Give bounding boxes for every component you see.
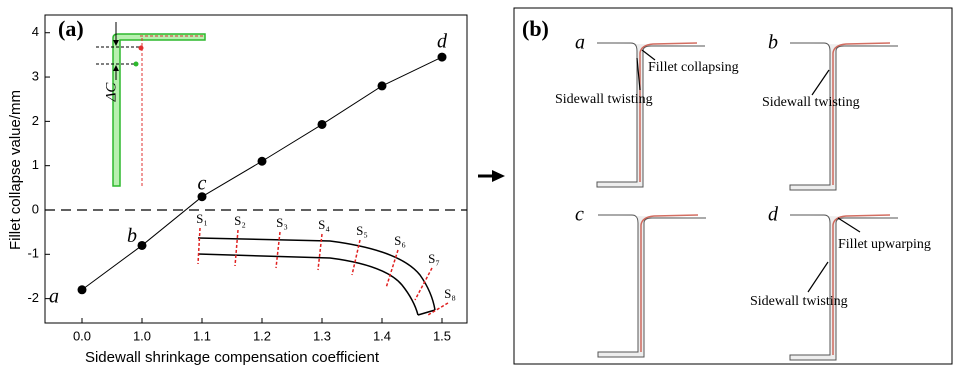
section-label: S₇	[428, 251, 440, 266]
page: (a) Sidewall shrinkage compensation coef…	[0, 0, 953, 365]
case-label: a	[575, 32, 585, 54]
x-tick-label: 1.4	[373, 328, 391, 343]
section-cut	[428, 303, 448, 315]
panel-b-shapes	[597, 43, 898, 360]
data-point	[78, 285, 87, 294]
point-label: b	[127, 225, 137, 247]
y-tick-label: 3	[32, 68, 39, 83]
x-tick-label: 1.0	[133, 328, 151, 343]
section-label: S₄	[318, 217, 330, 232]
inset-delta-label: ΔC	[103, 82, 119, 103]
x-tick-label: 1.1	[193, 328, 211, 343]
y-axis-title: Fillet collapse value/mm	[7, 90, 24, 250]
data-point	[138, 241, 147, 250]
annotation: Sidewall twisting	[555, 92, 653, 107]
section-label: S₈	[444, 286, 456, 301]
annotation: Fillet upwarping	[838, 237, 931, 252]
profile	[598, 215, 706, 357]
case-label: b	[768, 32, 778, 54]
inset-profile	[96, 22, 205, 186]
annotation: Sidewall twisting	[762, 95, 860, 110]
y-tick-label: 2	[32, 113, 39, 128]
annotation: Sidewall twisting	[750, 294, 848, 309]
profile-color	[833, 43, 890, 185]
x-axis-title: Sidewall shrinkage compensation coeffici…	[85, 349, 380, 365]
point-label: d	[437, 31, 448, 53]
x-tick-label: 1.3	[313, 328, 331, 343]
figure: (a) Sidewall shrinkage compensation coef…	[0, 0, 953, 365]
data-point	[258, 157, 267, 166]
section-label: S₁	[196, 211, 208, 226]
data-point	[438, 53, 447, 62]
profile-color	[641, 215, 698, 352]
x-tick-label: 1.2	[253, 328, 271, 343]
section-cut	[235, 230, 238, 266]
inset-section	[198, 238, 435, 315]
section-label: S₂	[234, 213, 246, 228]
section-label: S₃	[276, 215, 288, 230]
panel-arrow-head	[492, 170, 505, 182]
case-label: c	[575, 204, 584, 226]
section-label: S₆	[394, 233, 406, 248]
annotation-arrows	[637, 50, 860, 292]
profile-color	[833, 215, 890, 355]
data-point	[318, 120, 327, 129]
section-cut	[318, 234, 322, 270]
data-point	[378, 81, 387, 90]
plot-frame	[45, 15, 467, 323]
y-tick-label: 0	[32, 201, 39, 216]
y-tick-label: -1	[27, 246, 39, 261]
annotation: Fillet collapsing	[648, 60, 739, 75]
x-tick-label: 0.0	[73, 328, 91, 343]
section-cut	[276, 232, 280, 268]
section-label: S₅	[356, 223, 368, 238]
profile	[790, 43, 898, 190]
point-label: a	[49, 285, 59, 307]
y-tick-label: -2	[27, 290, 39, 305]
point-label: c	[198, 172, 207, 194]
x-tick-label: 1.5	[433, 328, 451, 343]
panel-label: (b)	[522, 16, 549, 41]
y-tick-label: 4	[32, 24, 39, 39]
case-label: d	[768, 204, 779, 226]
y-tick-label: 1	[32, 157, 39, 172]
section-cut	[198, 228, 200, 264]
panel-label: (a)	[58, 16, 84, 41]
